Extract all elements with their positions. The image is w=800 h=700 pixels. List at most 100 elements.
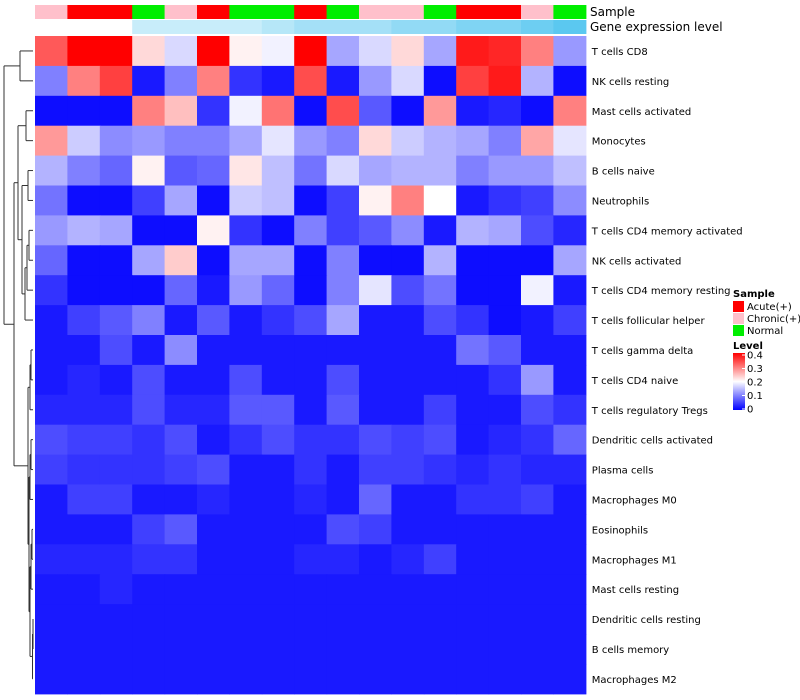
heatmap-cell bbox=[197, 574, 230, 605]
heatmap-cell bbox=[197, 95, 230, 127]
row-label: Dendritic cells activated bbox=[592, 436, 713, 447]
expression-annotation-cell bbox=[197, 20, 230, 34]
row-label: T cells CD4 memory activated bbox=[591, 226, 743, 237]
sample-annotation-cell bbox=[229, 5, 263, 19]
heatmap-cell bbox=[488, 125, 522, 157]
heatmap-cell bbox=[67, 305, 101, 336]
heatmap-cell bbox=[359, 544, 392, 575]
row-label: T cells CD4 memory resting bbox=[591, 286, 731, 297]
heatmap-cell bbox=[326, 454, 360, 486]
heatmap-cell bbox=[197, 663, 230, 695]
heatmap-cell bbox=[132, 634, 166, 665]
heatmap-cell bbox=[456, 155, 490, 187]
heatmap-cell bbox=[553, 185, 587, 216]
heatmap-cell bbox=[229, 335, 263, 366]
heatmap-cell bbox=[456, 215, 490, 246]
heatmap-cell bbox=[294, 125, 328, 157]
heatmap-cell bbox=[132, 604, 166, 635]
heatmap-cell bbox=[359, 95, 392, 127]
heatmap-cell bbox=[261, 514, 295, 545]
heatmap-cell bbox=[229, 364, 263, 396]
heatmap-cell bbox=[67, 514, 101, 545]
heatmap-cell bbox=[359, 155, 392, 187]
heatmap-cell bbox=[326, 215, 360, 246]
heatmap-cell bbox=[553, 305, 587, 336]
heatmap-cell bbox=[294, 65, 328, 97]
row-label: T cells gamma delta bbox=[591, 346, 693, 357]
heatmap-cell bbox=[261, 663, 295, 695]
heatmap-cell bbox=[326, 514, 360, 545]
heatmap-cell bbox=[35, 36, 68, 67]
heatmap-cell bbox=[423, 155, 457, 187]
heatmap-cell bbox=[359, 604, 392, 635]
expression-annotation-cell bbox=[132, 20, 166, 34]
row-label: T cells follicular helper bbox=[591, 316, 706, 327]
heatmap-cell bbox=[197, 335, 230, 366]
level-tick-label: 0.1 bbox=[747, 391, 763, 402]
heatmap-cell bbox=[391, 95, 425, 127]
expression-annotation-cell bbox=[326, 20, 360, 34]
heatmap-cell bbox=[261, 155, 295, 187]
heatmap-cell bbox=[164, 364, 198, 396]
heatmap-cell bbox=[391, 275, 425, 306]
heatmap-cell bbox=[132, 514, 166, 545]
heatmap-cell bbox=[132, 544, 166, 575]
sample-legend-swatch bbox=[733, 301, 744, 312]
heatmap-cell bbox=[35, 424, 68, 456]
heatmap-cell bbox=[553, 275, 587, 306]
heatmap-cell bbox=[197, 364, 230, 396]
heatmap-cell bbox=[488, 514, 522, 545]
heatmap-cell bbox=[164, 394, 198, 426]
expression-annotation-cell bbox=[359, 20, 392, 34]
heatmap-cell bbox=[35, 245, 68, 276]
heatmap-cell bbox=[132, 95, 166, 127]
heatmap-cell bbox=[553, 604, 587, 635]
heatmap-cell bbox=[391, 65, 425, 97]
heatmap-cell bbox=[326, 484, 360, 515]
heatmap-cell bbox=[488, 335, 522, 366]
heatmap-cell bbox=[456, 65, 490, 97]
heatmap-cell bbox=[229, 245, 263, 276]
heatmap-cell bbox=[294, 544, 328, 575]
heatmap-cell bbox=[359, 125, 392, 157]
heatmap-cell bbox=[99, 155, 133, 187]
heatmap-cell bbox=[456, 394, 490, 426]
heatmap-cell bbox=[488, 185, 522, 216]
heatmap-cell bbox=[359, 65, 392, 97]
heatmap-cell bbox=[521, 604, 554, 635]
heatmap-cell bbox=[359, 305, 392, 336]
heatmap-cell bbox=[132, 65, 166, 97]
heatmap-cell bbox=[456, 95, 490, 127]
heatmap-cell bbox=[359, 36, 392, 67]
heatmap-cell bbox=[164, 424, 198, 456]
heatmap-cell bbox=[359, 574, 392, 605]
heatmap-cell bbox=[132, 454, 166, 486]
heatmap-cell bbox=[359, 663, 392, 695]
heatmap-cell bbox=[391, 305, 425, 336]
heatmap-cell bbox=[359, 394, 392, 426]
expression-annotation-cell bbox=[391, 20, 425, 34]
heatmap-cell bbox=[423, 514, 457, 545]
heatmap-cell bbox=[391, 424, 425, 456]
heatmap-cell bbox=[326, 394, 360, 426]
heatmap-cell bbox=[391, 155, 425, 187]
heatmap-cell bbox=[326, 544, 360, 575]
heatmap-cell bbox=[132, 305, 166, 336]
heatmap-cell bbox=[456, 574, 490, 605]
heatmap-cell bbox=[456, 185, 490, 216]
sample-annotation-cell bbox=[326, 5, 360, 19]
heatmap-cell bbox=[99, 484, 133, 515]
heatmap-cell bbox=[261, 454, 295, 486]
heatmap-cell bbox=[488, 65, 522, 97]
row-label: Dendritic cells resting bbox=[592, 615, 701, 626]
heatmap-cell bbox=[359, 364, 392, 396]
heatmap-cell bbox=[99, 36, 133, 67]
heatmap-cell bbox=[521, 574, 554, 605]
heatmap-cell bbox=[229, 185, 263, 216]
heatmap-cell bbox=[229, 574, 263, 605]
heatmap-cell bbox=[164, 215, 198, 246]
heatmap-cell bbox=[261, 544, 295, 575]
heatmap-cell bbox=[391, 245, 425, 276]
heatmap-cell bbox=[164, 65, 198, 97]
